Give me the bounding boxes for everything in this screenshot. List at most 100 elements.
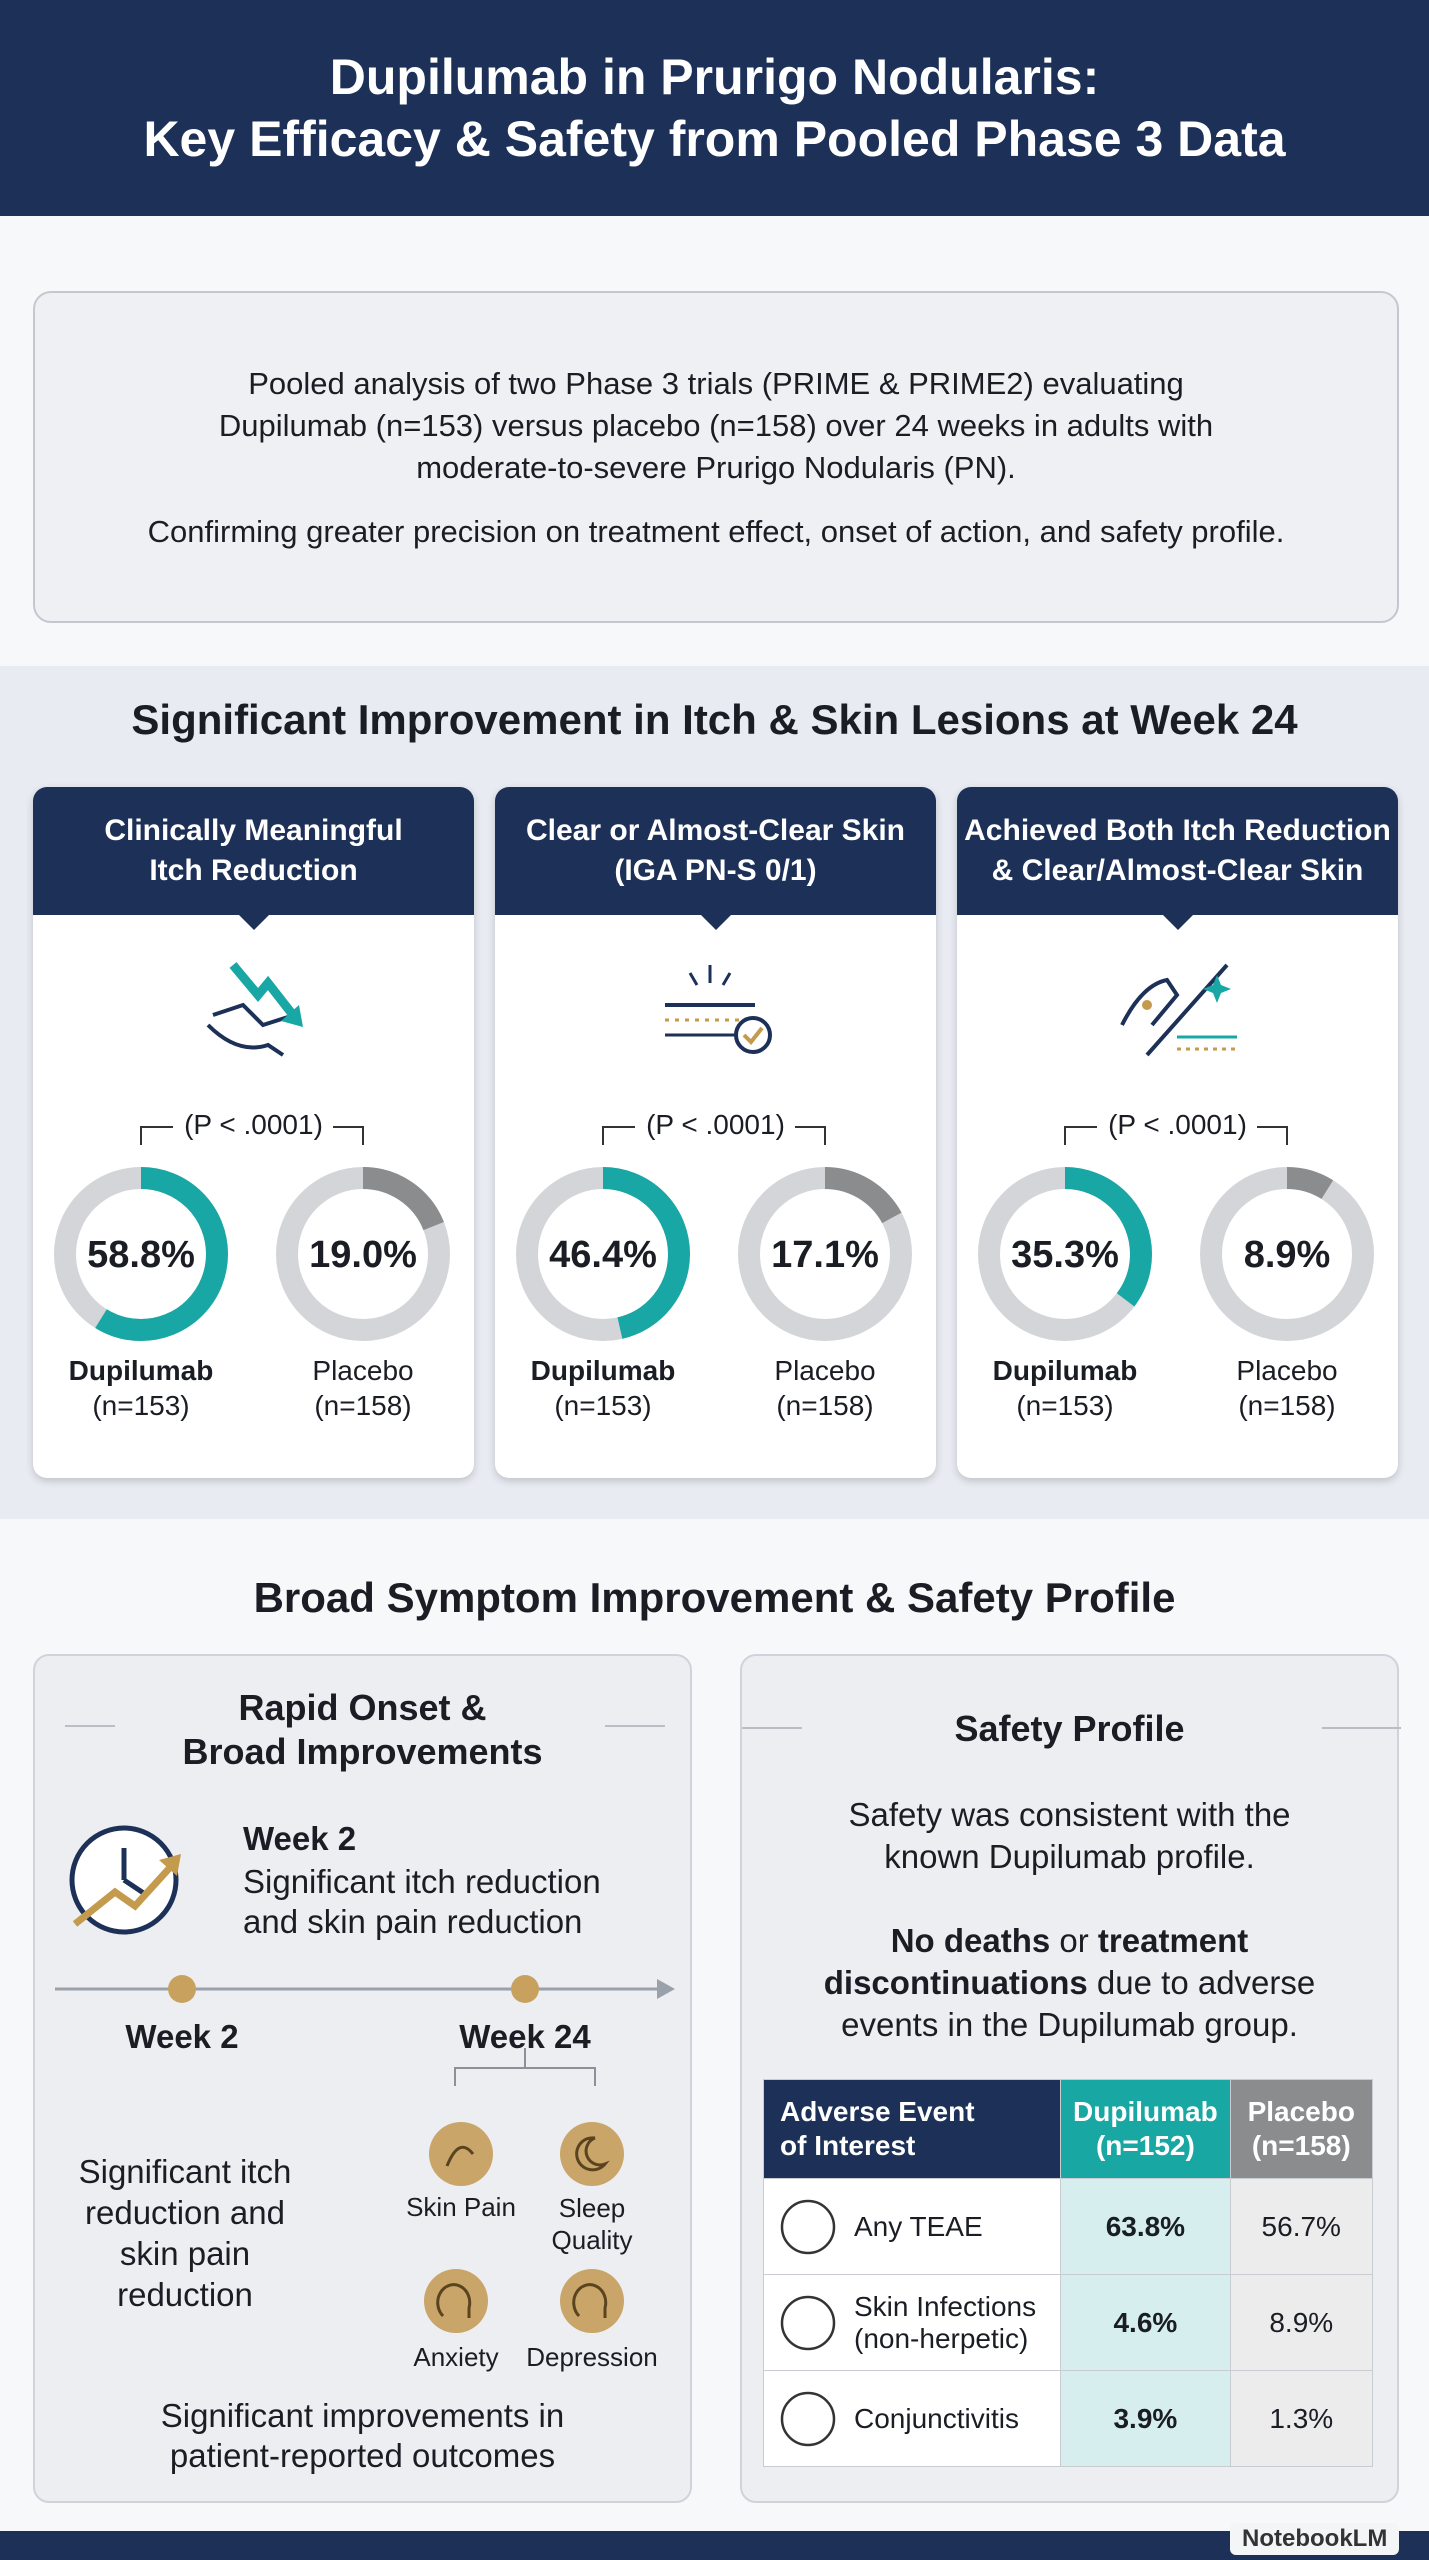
onset-footer-line: patient-reported outcomes xyxy=(169,2437,556,2474)
p-bracket xyxy=(602,1126,826,1145)
arm-name: Dupilumab xyxy=(530,1355,676,1386)
cell-line: Skin Infections xyxy=(854,2290,1037,2322)
bracket xyxy=(795,1126,826,1145)
outcome-label: Sleep Quality xyxy=(551,2193,633,2255)
header: Dupilumab in Prurigo Nodularis: Key Effi… xyxy=(0,0,1429,216)
arm-n: (n=158) xyxy=(314,1390,412,1421)
table-row: Conjunctivitis 3.9% 1.3% xyxy=(762,2370,1374,2467)
section-title: Broad Symptom Improvement & Safety Profi… xyxy=(253,1574,1176,1621)
icon-ring xyxy=(780,2391,836,2447)
week2-line: skin pain xyxy=(119,2235,251,2272)
table-cell: 4.6% xyxy=(1060,2274,1231,2371)
donut-arc xyxy=(54,1167,228,1341)
intro-summary: Confirming greater precision on treatmen… xyxy=(147,514,1285,549)
arm-n: (n=158) xyxy=(776,1390,874,1421)
donut-arc xyxy=(516,1167,690,1341)
statement-bold: No deaths xyxy=(890,1922,1051,1959)
brand-badge: NotebookLM xyxy=(1230,2523,1400,2555)
panel-title-line: Rapid Onset & xyxy=(238,1687,487,1728)
section-title: Significant Improvement in Itch & Skin L… xyxy=(131,696,1298,743)
card-title-line: Clear or Almost-Clear Skin xyxy=(526,814,905,847)
footer-bar xyxy=(0,2531,1429,2560)
p-value: (P < .0001) xyxy=(184,1109,323,1140)
card: Achieved Both Itch Reduction & Clear/Almo… xyxy=(957,787,1398,1478)
donut-arc xyxy=(738,1167,912,1341)
header-line: Adverse Event xyxy=(780,2096,975,2127)
statement-text: or xyxy=(1059,1922,1089,1959)
highlight-line: Significant itch reduction xyxy=(243,1863,601,1900)
card-title-line: (IGA PN-S 0/1) xyxy=(614,854,817,887)
donuts: 46.4% 17.1% xyxy=(516,1167,912,1341)
title-line: Key Efficacy & Safety from Pooled Phase … xyxy=(143,111,1286,167)
bracket xyxy=(1064,1126,1097,1145)
header-line: Dupilumab xyxy=(1073,2096,1218,2127)
arm-n: (n=153) xyxy=(1016,1390,1114,1421)
caret xyxy=(238,914,270,930)
table-cell: Any TEAE xyxy=(762,2178,1062,2275)
row-icon xyxy=(780,2295,836,2351)
card-icon xyxy=(206,962,303,1057)
donut-arc xyxy=(276,1167,450,1341)
statement-bold: treatment discontinuations xyxy=(823,1922,1249,2001)
header-cell: Placebo (n=158) xyxy=(1229,2079,1374,2179)
card-header: Clinically Meaningful Itch Reduction xyxy=(33,787,474,915)
header-line: (n=158) xyxy=(1251,2130,1351,2161)
header-row: Adverse Event of Interest Dupilumab (n=152)… xyxy=(762,2079,1374,2179)
timeline-label: Week 2 xyxy=(125,2018,239,2055)
arm-n: (n=158) xyxy=(1238,1390,1336,1421)
bracket xyxy=(333,1126,364,1145)
onset-footer-line: Significant improvements in xyxy=(160,2397,565,2434)
cell-line: (non-herpetic) xyxy=(854,2322,1029,2354)
card-icon xyxy=(1120,963,1237,1057)
timeline-label: Week 24 xyxy=(459,2018,591,2055)
arm-name: Dupilumab xyxy=(68,1355,214,1386)
table-cell: Conjunctivitis xyxy=(762,2370,1062,2467)
onset-footer: Significant improvements in patient-repo… xyxy=(35,2396,690,2476)
header-line: (n=152) xyxy=(1095,2130,1195,2161)
header-cell: Adverse Event of Interest xyxy=(762,2079,1062,2179)
intro-line: moderate-to-severe Prurigo Nodularis (PN… xyxy=(416,450,1016,485)
highlight-text: Significant itch reduction and skin pain… xyxy=(243,1862,601,1942)
card-icon xyxy=(665,965,772,1054)
outcome-label: Skin Pain xyxy=(406,2192,516,2222)
highlight-line: and skin pain reduction xyxy=(243,1903,583,1940)
table-cell: 63.8% xyxy=(1060,2178,1231,2275)
row-icon xyxy=(780,2391,836,2447)
table-cell: 8.9% xyxy=(1229,2274,1374,2371)
week2-line: Significant itch xyxy=(78,2153,292,2190)
card-title-line: Clinically Meaningful xyxy=(104,814,403,847)
icon-ring xyxy=(780,2295,836,2351)
donut-label: 46.4% xyxy=(549,1234,657,1276)
safety-panel: Safety Profile Safety was consistent wit… xyxy=(740,1654,1401,2503)
donuts: 35.3% 8.9% xyxy=(978,1167,1374,1341)
card-title-line: & Clear/Almost-Clear Skin xyxy=(991,854,1364,887)
week2-line: reduction xyxy=(117,2276,253,2313)
safety-line: Safety was consistent with the xyxy=(848,1796,1291,1833)
table-cell: 1.3% xyxy=(1229,2370,1374,2467)
bracket xyxy=(602,1126,635,1145)
donut-label: 58.8% xyxy=(87,1234,195,1276)
title-line: Dupilumab in Prurigo Nodularis: xyxy=(329,49,1100,105)
caret xyxy=(700,914,732,930)
week2-text: Significant itch reduction and skin pain… xyxy=(55,2151,315,2315)
card: Clear or Almost-Clear Skin (IGA PN-S 0/1)… xyxy=(495,787,936,1478)
brand: NotebookLM xyxy=(1242,2525,1388,2552)
arm-name: Placebo xyxy=(1236,1355,1338,1386)
table-cell: 3.9% xyxy=(1060,2370,1231,2467)
safety-statement: No deaths or treatment discontinuations … xyxy=(802,1920,1337,2046)
card-header: Achieved Both Itch Reduction & Clear/Almo… xyxy=(957,787,1398,915)
donuts: 58.8% 19.0% xyxy=(54,1167,450,1341)
bracket xyxy=(1257,1126,1288,1145)
p-bracket xyxy=(140,1126,364,1145)
arm-name: Placebo xyxy=(774,1355,876,1386)
donut-label: 19.0% xyxy=(309,1234,417,1276)
onset-panel: Rapid Onset & Broad Improvements Week 2 … xyxy=(33,1654,692,2503)
safety-text: Safety was consistent with the known Dup… xyxy=(742,1794,1397,1878)
card: Clinically Meaningful Itch Reduction (P < … xyxy=(33,787,474,1478)
arm-n: (n=153) xyxy=(554,1390,652,1421)
panel-title-line: Broad Improvements xyxy=(182,1731,543,1772)
table-cell: 56.7% xyxy=(1229,2178,1374,2275)
caret xyxy=(1162,914,1194,930)
safety-decor xyxy=(742,1727,1401,1729)
